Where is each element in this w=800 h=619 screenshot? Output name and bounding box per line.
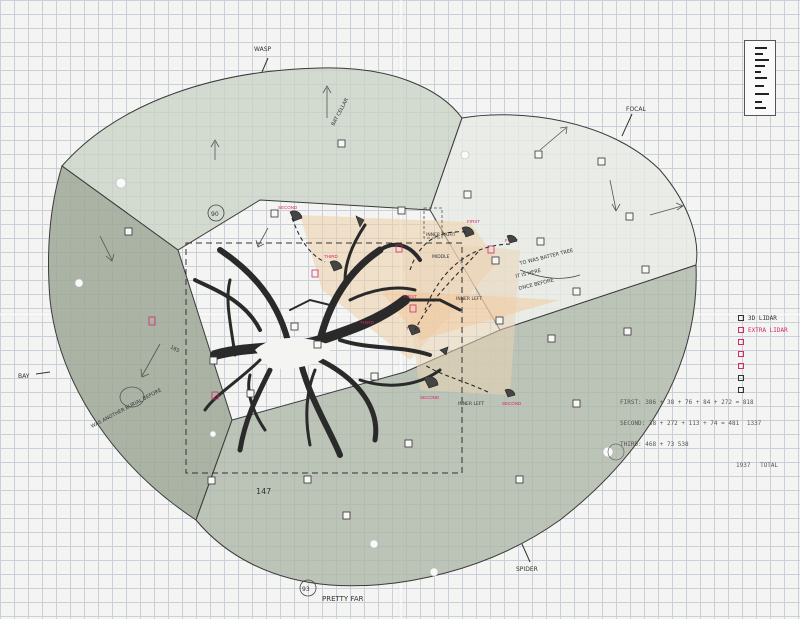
tally-total-row: 1937 TOTAL [620, 455, 790, 476]
distance-147: 147 [256, 487, 271, 496]
legend-label: 3D LIDAR [748, 314, 777, 322]
focal-label: FOCAL [626, 106, 646, 113]
lidar-box-icon [738, 387, 744, 393]
tally-first: FIRST: 386 + 38 + 76 + 84 + 272 = 818 [620, 399, 754, 406]
tally-second: SECOND: 38 + 272 + 113 + 74 = 481 1337 [620, 413, 790, 434]
station-second-top: SECOND [278, 205, 298, 210]
lidar-box-icon [738, 375, 744, 381]
badge-90: 90 [211, 211, 219, 218]
tally-second-sum: SECOND: 38 + 272 + 113 + 74 = 481 [620, 420, 740, 427]
spider-region [195, 264, 697, 587]
tally-total-label: TOTAL [760, 462, 779, 469]
station-first-top: FIRST [467, 219, 480, 224]
extra-lidar-icon [738, 363, 744, 369]
badge-93: 93 [302, 586, 310, 593]
badge-90-circle [207, 204, 225, 222]
legend-item [738, 372, 798, 384]
spider-label: SPIDER [516, 566, 538, 573]
legend-item [738, 384, 798, 396]
lidar-box-icon [738, 315, 744, 321]
extra-lidar-icon [738, 339, 744, 345]
small-plot [423, 207, 443, 239]
wasp-tick [261, 57, 269, 73]
burial-marker [119, 386, 145, 408]
station-second-bottom: SECOND [420, 395, 440, 400]
extra-lidar-icons [148, 244, 495, 400]
station-inner-left-top: INNER LEFT [456, 296, 482, 302]
station-middle: MIDDLE [432, 254, 450, 260]
extra-lidar-icon [738, 351, 744, 357]
station-second-right: SECOND [502, 401, 522, 406]
station-inner-left-bottom: INNER LEFT [458, 401, 484, 407]
trajectories [291, 217, 511, 393]
legend-item: 3D LIDAR [738, 312, 798, 324]
distance-165: 165 [169, 344, 180, 354]
tally-total: 1937 [736, 462, 751, 469]
tree-canopy [193, 223, 462, 458]
legend-item [738, 336, 798, 348]
arrow-icons [99, 85, 684, 378]
wasp-region [61, 67, 463, 251]
barcode-icon [744, 40, 776, 116]
wasp-label: WASP [254, 46, 272, 53]
camera-stations [289, 210, 518, 398]
focal-tick [621, 113, 633, 137]
station-third-left: THIRD [324, 254, 338, 259]
better-tree-curve [519, 269, 581, 279]
legend-label: EXTRA LIDAR [748, 326, 788, 334]
station-inner-right: INNER RIGHT [426, 232, 456, 238]
view-cone-middle [380, 290, 560, 340]
tally-second-total: 1337 [746, 420, 762, 427]
bay-tick [35, 371, 51, 375]
station-third-mid: THIRD [360, 320, 374, 325]
lidar-box-icons [124, 139, 650, 520]
tally: FIRST: 386 + 38 + 76 + 84 + 272 = 818 SE… [620, 392, 790, 476]
plot-boundary [185, 242, 463, 474]
focal-circle-marker [607, 443, 625, 461]
extra-lidar-icon [738, 327, 744, 333]
bay-label: BAY [18, 373, 30, 380]
legend: 3D LIDAR EXTRA LIDAR [738, 312, 798, 396]
badge-93-circle [299, 579, 317, 597]
tally-third: THIRD: 468 + 73 538 [620, 441, 689, 448]
legend-item [738, 360, 798, 372]
tree-trunk-clearing [255, 338, 331, 369]
spider-tick [521, 543, 531, 563]
legend-item: EXTRA LIDAR [738, 324, 798, 336]
legend-item [738, 348, 798, 360]
station-first-mid: FIRST [404, 294, 417, 299]
pretty-far-note: PRETTY FAR [322, 595, 364, 603]
